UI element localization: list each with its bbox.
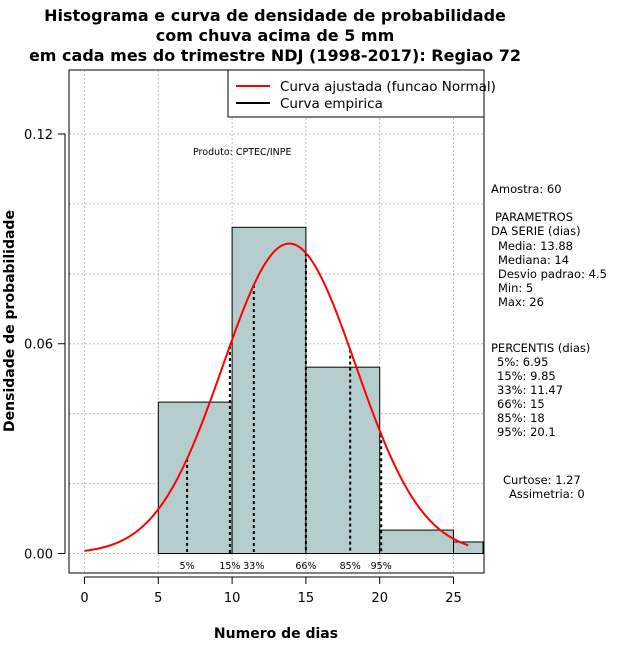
x-axis: 0 5 10 15 20 25 [80,576,462,606]
grid-lines [69,70,484,573]
kurtosis: Curtose: 1.27 [503,473,581,487]
chart-title-line-3: em cada mes do trimestre NDJ (1998-2017)… [29,46,521,65]
sample-size: Amostra: 60 [491,182,562,196]
x-tick-label: 15 [298,591,315,606]
x-tick-label: 20 [371,591,388,606]
skewness: Assimetria: 0 [509,487,585,501]
y-tick-label: 0.06 [24,338,53,353]
histogram-bar [231,226,307,554]
percentil-66: 66%: 15 [497,397,545,411]
chart-title-line-2: com chuva acima de 5 mm [156,26,395,45]
x-tick-label: 25 [445,591,462,606]
percentil-15: 15%: 9.85 [497,369,556,383]
params-header-1: PARAMETROS [495,210,573,224]
product-credit: Produto: CPTEC/INPE [193,147,292,158]
y-tick-label: 0.00 [24,548,53,563]
percentil-5: 5%: 6.95 [497,355,548,369]
param-median: Mediana: 14 [498,253,569,267]
y-axis: 0.00 0.06 0.12 [24,128,66,563]
percentile-label: 95% [371,561,392,572]
legend: Curva ajustada (funcao Normal) Curva emp… [227,69,496,118]
histogram-bar [157,401,233,554]
param-max: Max: 26 [498,295,544,309]
param-mean: Media: 13.88 [498,239,573,253]
x-tick-label: 0 [80,591,88,606]
percentile-label: 15% [219,561,240,572]
x-tick-label: 10 [224,591,241,606]
histogram-bars [157,226,484,555]
x-axis-label: Numero de dias [214,626,338,642]
legend-box [227,69,485,118]
percentil-95: 95%: 20.1 [497,425,556,439]
percentil-33: 33%: 11.47 [497,383,563,397]
y-axis-label: Densidade de probabilidade [2,210,18,432]
histogram-bar [453,541,484,554]
percentis-header: PERCENTIS (dias) [491,341,590,355]
params-header-2: DA SERIE (dias) [491,224,581,238]
percentile-label: 33% [243,561,264,572]
percentile-lines: 5% 15% 33% 66% 85% 95% [180,253,392,572]
param-min: Min: 5 [498,281,533,295]
percentile-label: 5% [180,561,195,572]
percentil-85: 85%: 18 [497,411,545,425]
param-sd: Desvio padrao: 4.5 [498,267,607,281]
density-curves [84,242,469,552]
chart-title-line-1: Histograma e curva de densidade de proba… [44,6,506,25]
percentile-label: 66% [295,561,316,572]
x-tick-label: 5 [154,591,162,606]
percentile-label: 85% [340,561,361,572]
legend-label-empirical: Curva empirica [280,96,383,112]
y-tick-label: 0.12 [24,128,53,143]
statistics-panel: Amostra: 60 PARAMETROS DA SERIE (dias) M… [491,182,607,501]
histogram-bar [379,529,455,554]
normal-curve [84,242,469,552]
legend-label-normal: Curva ajustada (funcao Normal) [280,79,496,95]
histogram-bar [305,366,381,555]
